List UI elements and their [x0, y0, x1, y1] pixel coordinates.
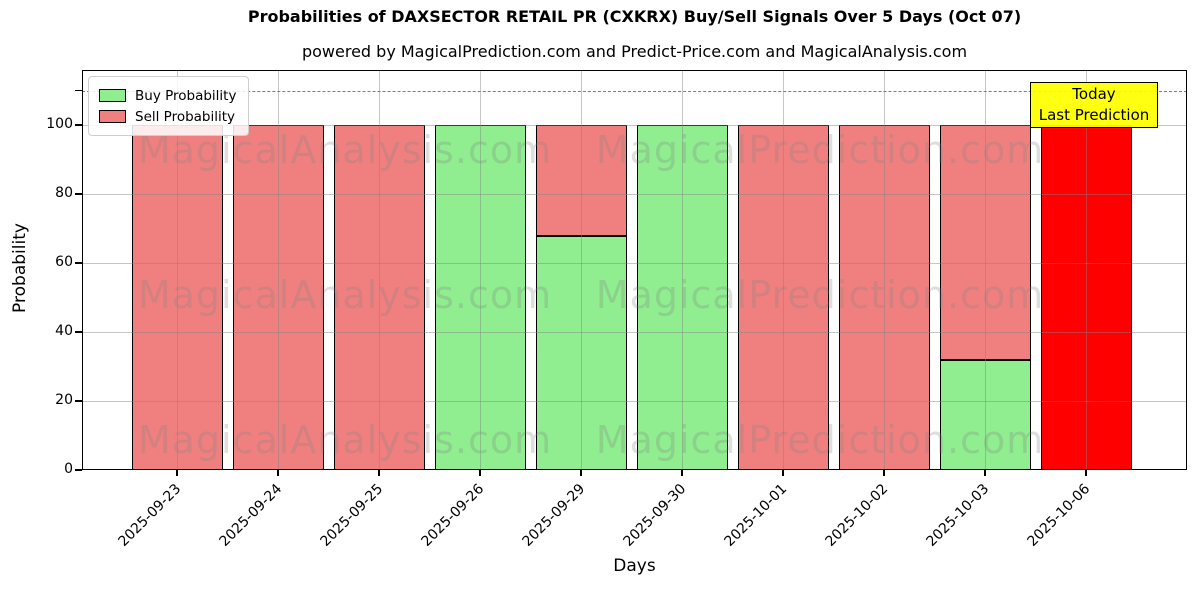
x-tick — [479, 470, 481, 476]
y-tick — [75, 89, 82, 92]
watermark-text: MagicalPrediction.com — [595, 128, 1045, 172]
x-axis-label: Days — [613, 556, 656, 576]
y-tick — [75, 469, 82, 471]
gridline-vertical — [479, 70, 481, 470]
legend-entry-label: Sell Probability — [135, 108, 236, 125]
y-tick — [75, 124, 82, 126]
legend-entry-label: Buy Probability — [135, 87, 237, 104]
gridline-horizontal — [82, 401, 1187, 403]
gridline-vertical — [984, 70, 986, 470]
x-tick — [782, 470, 784, 476]
x-tick-label: 2025-10-01 — [721, 481, 791, 550]
x-tick — [378, 470, 380, 476]
buy-swatch — [99, 89, 126, 102]
bar-segment-sell — [333, 125, 425, 470]
watermark-text: MagicalPrediction.com — [595, 418, 1045, 462]
today-annotation: Today Last Prediction — [1030, 82, 1158, 128]
sell-swatch — [99, 110, 126, 123]
legend-entries: Buy Probability Sell Probability — [99, 85, 236, 127]
bar-segment-buy — [636, 125, 728, 470]
bar-segment-buy — [434, 125, 526, 470]
x-tick-label: 2025-09-25 — [317, 481, 387, 550]
gridline-vertical — [681, 70, 683, 470]
watermark-text: MagicalPrediction.com — [595, 273, 1045, 317]
y-tick — [75, 193, 82, 195]
gridline-vertical — [378, 70, 380, 470]
x-tick — [277, 470, 279, 476]
legend-entry: Buy Probability — [99, 85, 236, 106]
legend: Buy Probability Sell Probability — [88, 76, 250, 136]
x-tick — [883, 470, 885, 476]
chart-title: Probabilities of DAXSECTOR RETAIL PR (CX… — [247, 7, 1022, 26]
x-tick — [681, 470, 683, 476]
gridline-horizontal — [82, 194, 1187, 196]
bar-segment-sell — [131, 125, 223, 470]
x-tick — [984, 470, 986, 476]
y-tick — [75, 331, 82, 333]
y-tick-label: 100 — [46, 116, 73, 133]
watermark-text: MagicalAnalysis.com — [137, 418, 553, 462]
bar-segment-sell — [232, 125, 324, 470]
x-tick-label: 2025-09-29 — [519, 481, 589, 550]
bar-segment-sell — [939, 125, 1031, 360]
y-tick-label: 40 — [55, 323, 73, 340]
bar-segment-today — [1040, 125, 1132, 470]
y-tick — [75, 400, 82, 402]
bar-segment-sell — [838, 125, 930, 470]
y-tick-label: 0 — [64, 461, 73, 477]
gridline-vertical — [580, 70, 582, 470]
gridline-vertical — [176, 70, 178, 470]
y-tick-label: 20 — [55, 392, 73, 409]
gridline-vertical — [277, 70, 279, 470]
legend-entry: Sell Probability — [99, 106, 236, 127]
bar-segment-buy — [939, 359, 1031, 470]
x-tick-label: 2025-09-30 — [620, 481, 690, 550]
chart-subtitle: powered by MagicalPrediction.com and Pre… — [301, 42, 968, 61]
y-tick — [75, 262, 82, 264]
gridline-vertical — [782, 70, 784, 470]
gridline-vertical — [883, 70, 885, 470]
y-tick-label: 80 — [55, 185, 73, 202]
x-tick-label: 2025-09-23 — [115, 481, 185, 550]
gridline-horizontal — [82, 332, 1187, 334]
threshold-dashed-line — [82, 90, 1187, 92]
y-tick-label: 60 — [55, 254, 73, 271]
today-annotation-line2: Last Prediction — [1038, 106, 1150, 124]
x-tick — [176, 470, 178, 476]
bar-segment-sell — [737, 125, 829, 470]
watermark-text: MagicalAnalysis.com — [137, 273, 553, 317]
gridline-vertical — [1085, 70, 1087, 470]
x-tick — [1085, 470, 1087, 476]
x-tick — [580, 470, 582, 476]
y-axis-label: Probability — [10, 223, 30, 313]
plot-area: MagicalAnalysis.com MagicalPrediction.com… — [82, 70, 1187, 470]
x-tick-label: 2025-10-03 — [923, 481, 993, 550]
x-tick-label: 2025-09-26 — [418, 481, 488, 550]
gridline-horizontal — [82, 125, 1187, 127]
bar-segment-sell — [535, 125, 627, 236]
x-tick-label: 2025-10-06 — [1024, 481, 1094, 550]
x-tick-label: 2025-09-24 — [216, 481, 286, 550]
today-annotation-line1: Today — [1072, 85, 1116, 103]
x-tick-label: 2025-10-02 — [822, 481, 892, 550]
gridline-horizontal — [82, 263, 1187, 265]
